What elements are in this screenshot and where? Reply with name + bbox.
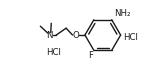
Text: N: N [46,31,52,40]
Text: NH₂: NH₂ [114,9,130,18]
Text: O: O [73,31,79,40]
Text: HCl: HCl [123,33,138,41]
Text: F: F [88,51,93,60]
Text: HCl: HCl [46,48,61,57]
